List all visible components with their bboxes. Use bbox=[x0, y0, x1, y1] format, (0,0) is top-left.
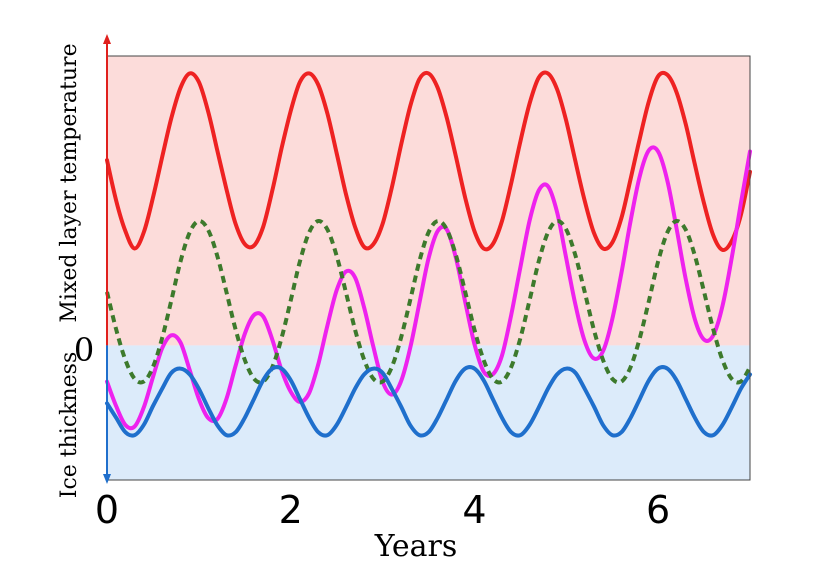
x-tick-label: 2 bbox=[279, 488, 303, 532]
x-tick-label: 6 bbox=[646, 488, 670, 532]
zero-label: 0 bbox=[74, 331, 94, 369]
y-axis-label-lower: Ice thickness bbox=[57, 352, 82, 499]
region-ice bbox=[107, 345, 750, 480]
x-axis-label: Years bbox=[374, 529, 458, 562]
region-temperature bbox=[107, 56, 750, 346]
green-dashed-series bbox=[105, 218, 752, 385]
x-tick-label: 4 bbox=[462, 488, 486, 532]
background-regions bbox=[107, 56, 750, 480]
series-layer bbox=[105, 70, 752, 438]
x-tick-label: 0 bbox=[95, 488, 119, 532]
axis-arrows bbox=[103, 34, 111, 484]
red-series bbox=[105, 70, 752, 253]
blue-series bbox=[105, 365, 752, 438]
x-tick-labels: 0 2 4 6 bbox=[95, 488, 670, 532]
up-arrow-icon bbox=[103, 34, 111, 44]
y-axis-label-upper: Mixed layer temperature bbox=[57, 43, 82, 322]
down-arrow-icon bbox=[103, 474, 111, 484]
